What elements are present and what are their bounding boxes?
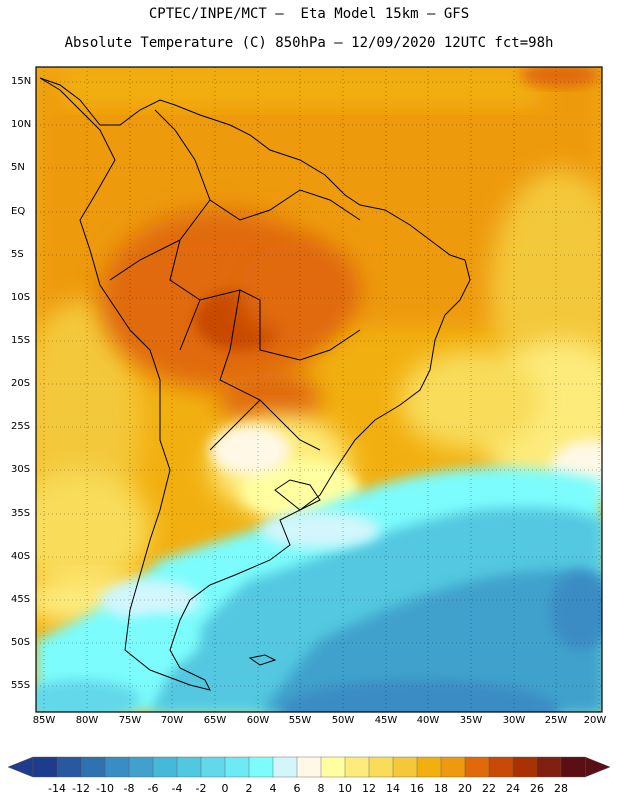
lat-label: 35S (11, 508, 31, 519)
colorbar-cell (272, 756, 298, 778)
colorbar-tick-label: 8 (317, 782, 325, 795)
colorbar-tick-label: 26 (530, 782, 544, 795)
colorbar-tick-label: 28 (554, 782, 568, 795)
colorbar-cell (368, 756, 394, 778)
colorbar-cell (488, 756, 514, 778)
colorbar (7, 756, 611, 778)
colorbar-cell (464, 756, 490, 778)
colorbar-cell (32, 756, 58, 778)
colorbar-min-arrow (7, 756, 34, 778)
colorbar-cell (344, 756, 370, 778)
chart-title-field: Absolute Temperature (C) 850hPa – 12/09/… (64, 35, 554, 51)
colorbar-cell (248, 756, 274, 778)
colorbar-max-arrow (584, 756, 611, 778)
lat-label: 45S (11, 594, 31, 605)
colorbar-cell (104, 756, 130, 778)
colorbar-cell (536, 756, 562, 778)
colorbar-cell (440, 756, 466, 778)
colorbar-tick-label: 18 (434, 782, 448, 795)
lon-label: 25W (544, 715, 568, 726)
lat-label: 10N (11, 119, 32, 130)
colorbar-cell (320, 756, 346, 778)
coastlines (39, 77, 471, 691)
lon-label: 60W (246, 715, 270, 726)
lon-label: 50W (331, 715, 355, 726)
lat-label: 20S (11, 378, 31, 389)
chart-title-model: CPTEC/INPE/MCT – Eta Model 15km – GFS (148, 6, 470, 22)
lon-label: 70W (160, 715, 184, 726)
lat-label: 15S (11, 335, 31, 346)
lon-label: 80W (75, 715, 99, 726)
colorbar-tick-label: 2 (245, 782, 253, 795)
colorbar-cell (152, 756, 178, 778)
lon-label: 85W (32, 715, 56, 726)
colorbar-tick-label: 6 (293, 782, 301, 795)
colorbar-tick-label: -4 (171, 782, 183, 795)
colorbar-tick-label: 4 (269, 782, 277, 795)
colorbar-cell (200, 756, 226, 778)
colorbar-tick-label: 22 (482, 782, 496, 795)
lat-label: 5S (11, 249, 24, 260)
lat-label: 15N (11, 76, 32, 87)
colorbar-tick-label: -8 (123, 782, 135, 795)
lon-label: 45W (374, 715, 398, 726)
colorbar-cell (224, 756, 250, 778)
lon-label: 65W (203, 715, 227, 726)
lat-label: 55S (11, 680, 31, 691)
colorbar-tick-label: -10 (96, 782, 114, 795)
lon-label: 35W (459, 715, 483, 726)
temperature-field (36, 67, 602, 712)
colorbar-cell (128, 756, 154, 778)
lon-label: 55W (288, 715, 312, 726)
colorbar-tick-label: 10 (338, 782, 352, 795)
colorbar-tick-label: -6 (147, 782, 159, 795)
colorbar-cell (392, 756, 418, 778)
colorbar-tick-label: -14 (48, 782, 66, 795)
lon-label: 30W (502, 715, 526, 726)
colorbar-cell (56, 756, 82, 778)
lat-label: 40S (11, 551, 31, 562)
lat-label: 10S (11, 292, 31, 303)
colorbar-tick-label: 16 (410, 782, 424, 795)
colorbar-tick-label: 24 (506, 782, 520, 795)
lon-label: 75W (118, 715, 142, 726)
colorbar-tick-label: 20 (458, 782, 472, 795)
colorbar-tick-label: 12 (362, 782, 376, 795)
colorbar-tick-label: 0 (221, 782, 229, 795)
colorbar-cell (80, 756, 106, 778)
colorbar-tick-label: -12 (72, 782, 90, 795)
colorbar-cell (560, 756, 586, 778)
map-frame (35, 66, 603, 713)
lon-label: 40W (416, 715, 440, 726)
lat-label: 25S (11, 421, 31, 432)
lat-label: 5N (11, 162, 25, 173)
colorbar-cell (512, 756, 538, 778)
lon-label: 20W (583, 715, 607, 726)
colorbar-tick-label: 14 (386, 782, 400, 795)
lat-label: 30S (11, 464, 31, 475)
colorbar-tick-label: -2 (195, 782, 207, 795)
colorbar-cell (296, 756, 322, 778)
colorbar-cell (176, 756, 202, 778)
colorbar-cell (416, 756, 442, 778)
lat-label: 50S (11, 637, 31, 648)
lat-label: EQ (11, 206, 26, 217)
